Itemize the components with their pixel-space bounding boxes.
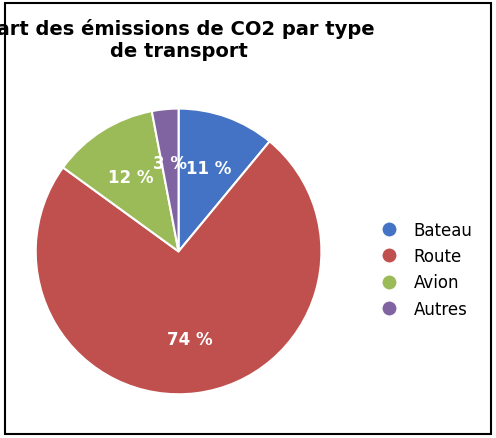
- Text: 11 %: 11 %: [186, 160, 231, 178]
- Text: 3 %: 3 %: [153, 155, 187, 173]
- Text: 12 %: 12 %: [108, 168, 154, 186]
- Wedge shape: [63, 112, 179, 252]
- Legend: Bateau, Route, Avion, Autres: Bateau, Route, Avion, Autres: [366, 215, 479, 325]
- Wedge shape: [179, 110, 270, 252]
- Wedge shape: [36, 142, 321, 394]
- Text: 74 %: 74 %: [167, 331, 212, 349]
- Title: Part des émissions de CO2 par type
de transport: Part des émissions de CO2 par type de tr…: [0, 19, 374, 61]
- Wedge shape: [152, 110, 179, 252]
